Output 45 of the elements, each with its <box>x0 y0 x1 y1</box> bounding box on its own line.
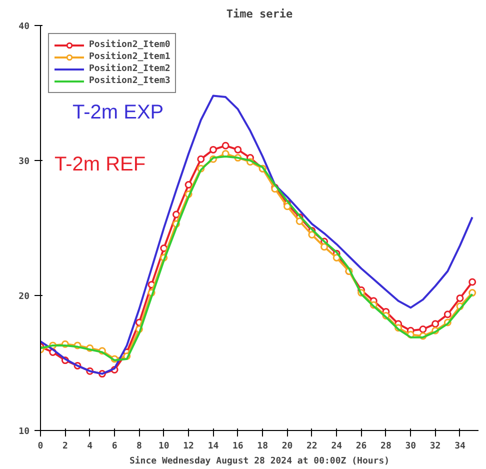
point <box>197 155 205 163</box>
x-axis-title: Since Wednesday August 28 2024 at 00:00Z (Hours) <box>129 456 390 466</box>
x-tick-label: 24 <box>331 442 343 452</box>
point <box>284 202 292 210</box>
x-tick-label: 10 <box>158 442 170 452</box>
x-tick-label: 28 <box>380 442 392 452</box>
annotation: T-2m REF <box>54 154 146 176</box>
point <box>432 320 440 328</box>
point <box>468 278 476 286</box>
point <box>320 243 328 251</box>
point <box>296 218 304 225</box>
x-tick-label: 34 <box>454 442 466 452</box>
x-tick-label: 30 <box>405 442 416 452</box>
x-tick-label: 20 <box>282 442 293 452</box>
x-tick-label: 8 <box>136 442 142 452</box>
point <box>444 310 452 318</box>
point <box>209 146 217 154</box>
point <box>222 142 230 150</box>
x-tick-label: 32 <box>430 442 441 452</box>
point <box>456 294 464 302</box>
chart-title: Time serie <box>226 8 293 20</box>
legend-label: Position2_Item1 <box>89 51 170 63</box>
point <box>419 326 427 333</box>
legend-label: Position2_Item2 <box>89 63 170 75</box>
point <box>184 181 192 189</box>
y-tick-label: 30 <box>18 157 30 167</box>
x-tick-label: 0 <box>38 442 44 452</box>
x-tick-label: 16 <box>232 442 244 452</box>
x-tick-label: 12 <box>183 442 194 452</box>
x-tick-label: 26 <box>356 442 367 452</box>
y-tick-label: 10 <box>18 427 30 437</box>
legend-label: Position2_Item3 <box>89 75 170 87</box>
legend-label: Position2_Item0 <box>89 39 170 51</box>
x-tick-label: 22 <box>306 442 318 452</box>
y-tick-label: 20 <box>18 292 30 302</box>
x-tick-label: 18 <box>257 442 268 452</box>
point <box>234 146 242 154</box>
x-tick-label: 2 <box>62 442 68 452</box>
annotation: T-2m EXP <box>72 102 164 124</box>
x-tick-label: 14 <box>208 442 220 452</box>
y-tick-label: 40 <box>18 22 30 32</box>
point <box>308 231 316 238</box>
x-tick-label: 6 <box>112 442 118 452</box>
x-tick-label: 4 <box>87 442 94 452</box>
point <box>172 210 180 218</box>
